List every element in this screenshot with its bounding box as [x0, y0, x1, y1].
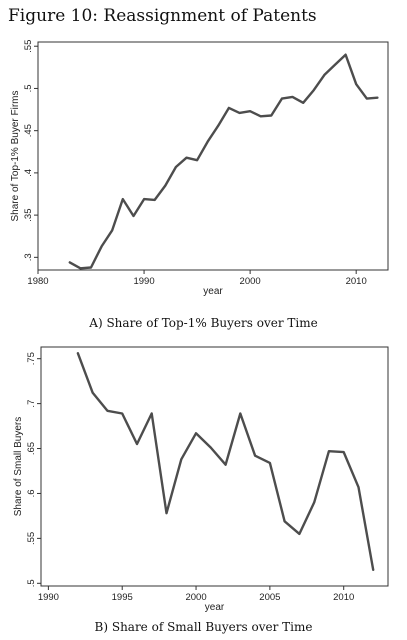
data-point	[224, 463, 227, 466]
x-tick-label: 2000	[185, 592, 206, 603]
x-tick-label: 1990	[133, 276, 154, 287]
data-point	[355, 83, 358, 86]
chart-small-buyers: .5 .55 .6 .65 .7 .75 1990 1995 2000 2005 2010 year S…	[13, 346, 389, 613]
data-point	[143, 198, 145, 200]
y-tick-label: .5	[23, 84, 34, 92]
data-point	[100, 245, 103, 248]
x-axis-title: year	[203, 286, 223, 297]
data-point	[323, 74, 326, 76]
data-point	[328, 450, 330, 453]
data-point	[270, 114, 273, 117]
x-tick-label: 2010	[346, 276, 367, 287]
data-point	[228, 106, 230, 109]
data-point	[90, 266, 92, 269]
y-tick-label: .4	[23, 169, 34, 177]
data-point	[313, 501, 316, 504]
y-tick-label: .65	[26, 442, 37, 455]
data-point	[195, 432, 197, 435]
data-point	[312, 89, 315, 92]
data-point	[68, 261, 71, 264]
data-point	[268, 462, 271, 464]
data-point	[302, 101, 305, 104]
data-point	[281, 97, 283, 100]
series-line	[76, 352, 375, 572]
data-point	[185, 156, 188, 159]
data-point	[121, 198, 124, 200]
y-tick-label: .45	[23, 124, 34, 137]
y-tick-label: .55	[23, 40, 34, 53]
x-tick-label: 1980	[27, 276, 48, 287]
data-point	[206, 140, 209, 143]
data-point	[372, 568, 375, 571]
plot-frame	[40, 346, 389, 587]
y-tick-label: .7	[26, 400, 37, 408]
data-point	[132, 215, 135, 217]
data-point	[209, 446, 212, 449]
series-line	[68, 53, 379, 270]
caption-chart-a: A) Share of Top-1% Buyers over Time	[89, 316, 318, 330]
data-point	[357, 486, 360, 489]
x-tick-label: 1990	[38, 592, 59, 603]
data-point	[136, 443, 138, 445]
y-tick-label: .5	[26, 579, 37, 587]
data-point	[259, 115, 262, 118]
data-point	[77, 352, 79, 355]
data-point	[342, 451, 345, 454]
y-axis-title: Share of Small Buyers	[13, 417, 24, 517]
data-point	[106, 409, 109, 412]
plot-frame	[37, 41, 389, 271]
y-tick-label: .6	[26, 489, 37, 497]
data-point	[165, 512, 168, 515]
data-point	[121, 412, 124, 415]
data-point	[365, 97, 368, 100]
data-point	[239, 412, 242, 415]
data-point	[334, 63, 336, 66]
y-axis-title: Share of Top-1% Buyer Firms	[10, 91, 21, 222]
chart-top1-buyers: .3 .35 .4 .45 .5 .55 1980 1990 2000 2010 year Share…	[10, 40, 389, 297]
x-axis-title: year	[205, 602, 225, 613]
data-point	[180, 458, 183, 461]
data-point	[150, 412, 153, 415]
data-point	[238, 112, 241, 114]
data-point	[344, 53, 347, 56]
data-point	[111, 229, 114, 232]
y-tick-label: .35	[23, 209, 34, 222]
y-tick-label: .3	[23, 253, 34, 261]
x-tick-label: 2010	[333, 592, 354, 603]
data-point	[91, 391, 94, 394]
data-point	[291, 95, 294, 98]
caption-chart-b: B) Share of Small Buyers over Time	[94, 620, 313, 634]
x-tick-label: 2000	[240, 276, 261, 287]
data-point	[164, 184, 167, 187]
data-point	[283, 520, 286, 523]
x-tick-label: 1995	[112, 592, 133, 603]
y-tick-label: .55	[26, 532, 37, 545]
page-title: Figure 10: Reassignment of Patents	[8, 6, 317, 26]
data-point	[217, 124, 220, 127]
data-point	[79, 267, 82, 270]
x-tick-label: 2005	[259, 592, 280, 603]
data-point	[298, 532, 301, 535]
y-tick-label: .75	[26, 352, 37, 365]
data-point	[153, 199, 156, 201]
data-point	[376, 96, 379, 99]
data-point	[196, 159, 198, 162]
data-point	[254, 454, 257, 457]
data-point	[174, 166, 177, 168]
data-point	[249, 110, 252, 113]
